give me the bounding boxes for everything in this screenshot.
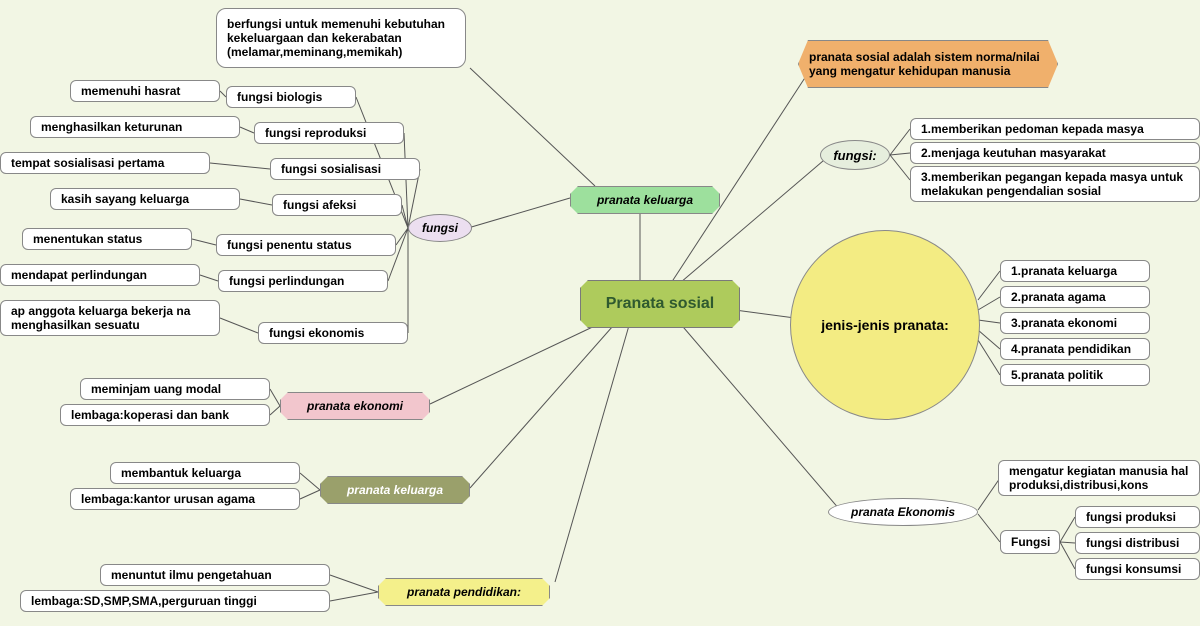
ekonomis-node: pranata Ekonomis (828, 498, 978, 526)
jenis-item-2: 3.pranata ekonomi (1000, 312, 1150, 334)
fungsi-right-3: fungsi afeksi (272, 194, 402, 216)
keluarga-topbox: berfungsi untuk memenuhi kebutuhan kekel… (216, 8, 466, 68)
pendidikan-item-0: menuntut ilmu pengetahuan (100, 564, 330, 586)
ekonomis-fungsi-1: fungsi distribusi (1075, 532, 1200, 554)
ekonomis-fungsi-label: Fungsi (1000, 530, 1060, 554)
keluarga2-item-0: membantuk keluarga (110, 462, 300, 484)
fungsi-hub: fungsi (408, 214, 472, 242)
ekonomi-left-item-1: lembaga:koperasi dan bank (60, 404, 270, 426)
ekonomis-fungsi-0: fungsi produksi (1075, 506, 1200, 528)
fungsi-left-0: memenuhi hasrat (70, 80, 220, 102)
keluarga2-node: pranata keluarga (320, 476, 470, 504)
pendidikan-item-1: lembaga:SD,SMP,SMA,perguruan tinggi (20, 590, 330, 612)
ekonomi-left-node: pranata ekonomi (280, 392, 430, 420)
jenis-node: jenis-jenis pranata: (790, 230, 980, 420)
fungsi-left-5: mendapat perlindungan (0, 264, 200, 286)
fungsi-right-6: fungsi ekonomis (258, 322, 408, 344)
fungsi-right-5: fungsi perlindungan (218, 270, 388, 292)
fungsi-item-1: 2.menjaga keutuhan masyarakat (910, 142, 1200, 164)
pendidikan-node: pranata pendidikan: (378, 578, 550, 606)
fungsi-left-3: kasih sayang keluarga (50, 188, 240, 210)
ekonomi-left-item-0: meminjam uang modal (80, 378, 270, 400)
fungsi-right-1: fungsi reproduksi (254, 122, 404, 144)
ekonomis-desc: mengatur kegiatan manusia hal produksi,d… (998, 460, 1200, 496)
keluarga2-item-1: lembaga:kantor urusan agama (70, 488, 300, 510)
fungsi-right-2: fungsi sosialisasi (270, 158, 420, 180)
fungsi-left-4: menentukan status (22, 228, 192, 250)
jenis-item-3: 4.pranata pendidikan (1000, 338, 1150, 360)
fungsi-right-0: fungsi biologis (226, 86, 356, 108)
fungsi-item-2: 3.memberikan pegangan kepada masya untuk… (910, 166, 1200, 202)
fungsi-item-0: 1.memberikan pedoman kepada masya (910, 118, 1200, 140)
fungsi-node: fungsi: (820, 140, 890, 170)
ekonomis-fungsi-2: fungsi konsumsi (1075, 558, 1200, 580)
jenis-item-1: 2.pranata agama (1000, 286, 1150, 308)
definition-node: pranata sosial adalah sistem norma/nilai… (798, 40, 1058, 88)
center-node: Pranata sosial (580, 280, 740, 328)
fungsi-left-6: ap anggota keluarga bekerja na menghasil… (0, 300, 220, 336)
jenis-item-0: 1.pranata keluarga (1000, 260, 1150, 282)
fungsi-left-1: menghasilkan keturunan (30, 116, 240, 138)
jenis-item-4: 5.pranata politik (1000, 364, 1150, 386)
fungsi-left-2: tempat sosialisasi pertama (0, 152, 210, 174)
fungsi-right-4: fungsi penentu status (216, 234, 396, 256)
mindmap-canvas: Pranata sosial pranata sosial adalah sist… (0, 0, 1200, 626)
keluarga-node: pranata keluarga (570, 186, 720, 214)
